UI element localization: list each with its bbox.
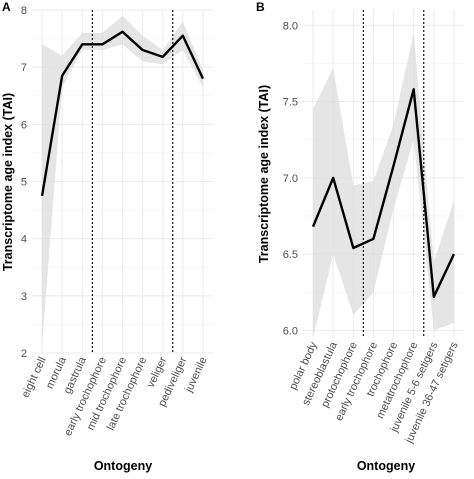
panel-b-y-tick-label: 7.5 bbox=[283, 97, 298, 109]
panel-a-y-tick-label: 2 bbox=[21, 348, 27, 360]
panel-b-y-tick-label: 8.0 bbox=[283, 20, 298, 32]
panel-a-series bbox=[40, 30, 205, 196]
panel-b-confidence-ribbon bbox=[313, 32, 454, 338]
panel-a-x-axis-title: Ontogeny bbox=[94, 459, 152, 473]
panel-b-tai-line bbox=[311, 88, 456, 299]
panel-b-ribbon-area bbox=[313, 32, 454, 338]
panel-a-label: A bbox=[2, 0, 11, 14]
panel-b-series bbox=[311, 88, 456, 299]
panel-a-confidence-ribbon bbox=[42, 15, 203, 345]
panel-a-y-tick-label: 6 bbox=[21, 119, 27, 131]
panel-a-y-tick-label: 5 bbox=[21, 177, 27, 189]
panel-b-y-tick-label: 7.0 bbox=[283, 173, 298, 185]
panel-a-y-tick-label: 7 bbox=[21, 62, 27, 74]
panel-a-y-tick-label: 3 bbox=[21, 291, 27, 303]
panel-a-y-tick-label: 4 bbox=[21, 234, 27, 246]
panel-b-y-ticks: 6.0 6.5 7.0 7.5 8.0 bbox=[283, 20, 298, 337]
panel-b-stage-dividers bbox=[362, 10, 425, 338]
panel-b-x-axis-title: Ontogeny bbox=[357, 459, 415, 473]
panel-a-stage-dividers bbox=[91, 10, 174, 353]
panel-a-y-tick-label: 8 bbox=[21, 5, 27, 17]
panel-a-tai-line bbox=[40, 30, 205, 196]
panel-b-y-tick-label: 6.0 bbox=[283, 325, 298, 337]
panel-b-y-tick-label: 6.5 bbox=[283, 249, 298, 261]
panel-b-label: B bbox=[256, 0, 265, 14]
panel-b: B 6.06.57.07.58.0 polar bodystereoblastu… bbox=[256, 0, 464, 473]
panel-a-ribbon-area bbox=[42, 15, 203, 345]
panel-a-y-ticks: 2 3 4 5 6 7 8 bbox=[21, 5, 27, 360]
panel-b-y-axis-title: Transcriptome age index (TAI) bbox=[257, 85, 271, 263]
panel-a-y-axis-title: Transcriptome age index (TAI) bbox=[1, 93, 15, 271]
